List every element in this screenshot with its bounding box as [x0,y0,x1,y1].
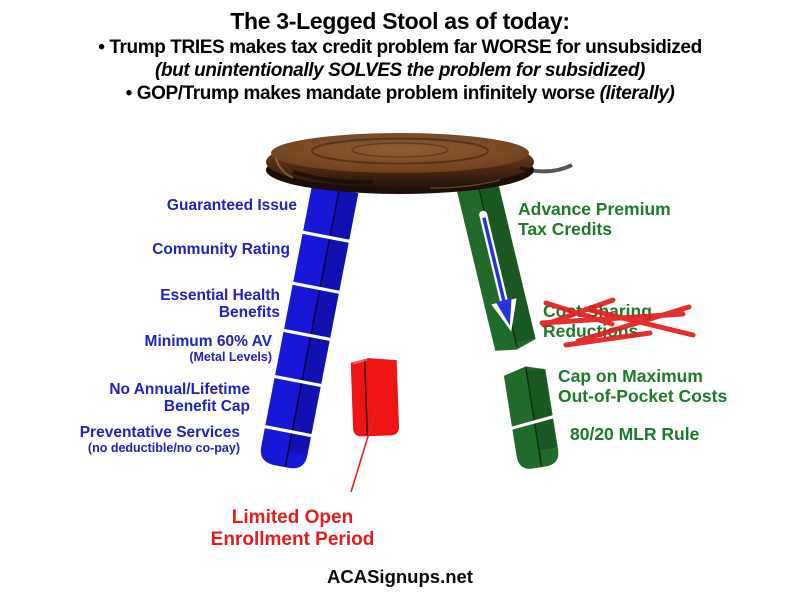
leg-green-lower-shading [527,368,557,451]
label-limited-open-enrollment: Limited Open Enrollment Period [210,507,375,550]
leg-blue-ridge [284,189,340,467]
label-no-benefit-cap: No Annual/Lifetime Benefit Cap [109,381,250,415]
label-preventative-services-main: Preventative Services [79,424,240,441]
bullet-tax-credit-sub: (but unintentionally SOLVES the problem … [155,60,645,81]
leg-blue [260,184,359,469]
label-preventative-services-sub: (no deductible/no co-pay) [87,441,240,455]
leg-red-stub [350,358,399,437]
leg-green-upper-shading [479,182,536,343]
bullet-tax-credit: • Trump TRIES makes tax credit problem f… [98,37,702,58]
leg-green-upper [456,181,536,351]
label-mlr-rule: 80/20 MLR Rule [570,424,700,444]
red-callout-line [350,406,378,493]
header: The 3-Legged Stool as of today: • Trump … [0,6,800,105]
bullet-mandate-text: • GOP/Trump makes mandate problem infini… [125,83,600,104]
page-title: The 3-Legged Stool as of today: [230,8,570,34]
label-minimum-av-sub: (Metal Levels) [189,350,272,364]
label-cost-sharing-reductions: Cost Sharing Reductions [543,301,652,341]
label-minimum-av-main: Minimum 60% AV [144,333,272,350]
label-guaranteed-issue: Guaranteed Issue [166,197,297,214]
label-essential-health-benefits: Essential Health Benefits [160,287,280,321]
label-oop-cap: Cap on Maximum Out-of-Pocket Costs [558,366,728,406]
label-community-rating: Community Rating [152,241,290,258]
label-advance-premium-tax-credits: Advance Premium Tax Credits [518,199,671,239]
down-arrow-icon [479,210,517,332]
label-preventative-services: Preventative Services (no deductible/no c… [80,424,240,456]
stool-seat [266,133,573,194]
leg-green-lower [503,366,559,469]
leg-blue-segment-dividers [264,230,350,438]
leg-red-ridge [363,359,369,436]
site-credit: ACASignups.net [327,566,473,587]
leg-blue-shading [289,190,359,456]
leg-red-highlight [352,358,367,365]
label-minimum-av: Minimum 60% AV (Metal Levels) [145,333,272,365]
leg-green-lower-divider [510,415,555,430]
bullet-mandate: • GOP/Trump makes mandate problem infini… [0,82,800,105]
leg-green-lower-ridge [525,367,543,467]
bullet-mandate-italic: (literally) [599,83,675,104]
